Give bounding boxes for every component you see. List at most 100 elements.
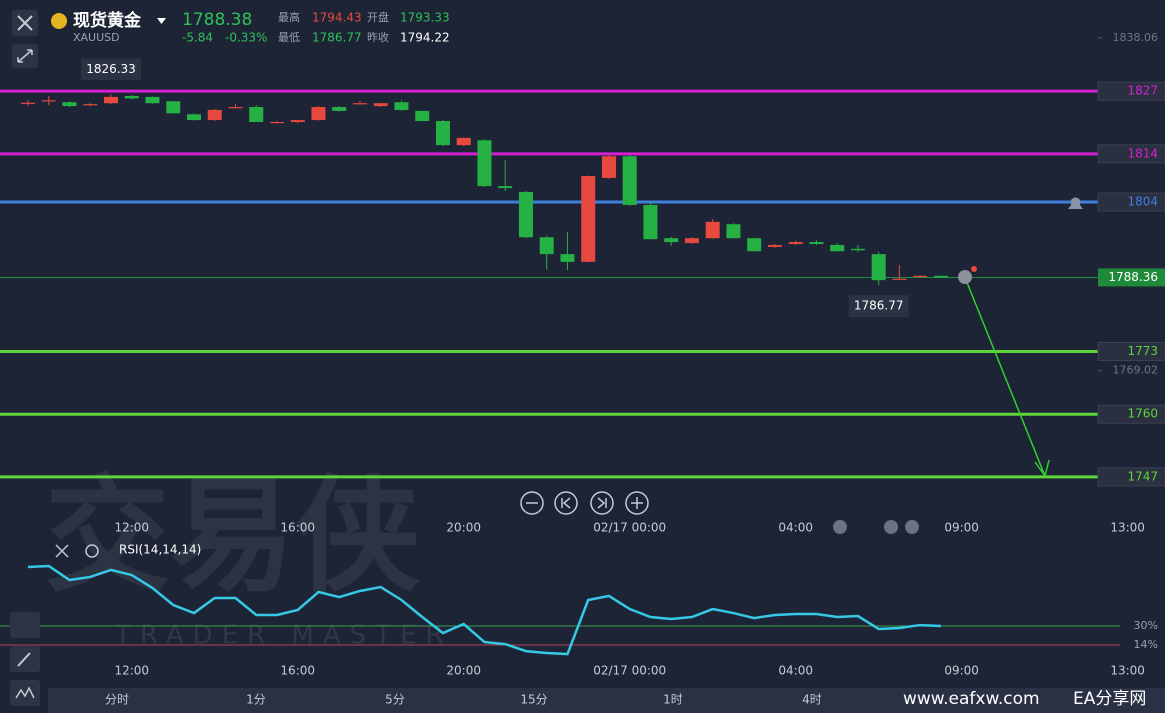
zoom-in-button[interactable] — [625, 491, 649, 515]
timeframe-tab[interactable]: 1分 — [246, 693, 266, 707]
level-label: 1804 — [1127, 195, 1158, 209]
change: -5.84 — [182, 31, 213, 45]
site-name: EA分享网 — [1073, 689, 1146, 709]
candle-body — [539, 237, 554, 255]
candle-body — [664, 238, 679, 243]
high-value: 1794.43 — [312, 11, 362, 25]
low-value: 1786.77 — [312, 31, 362, 45]
candle-body — [394, 102, 409, 110]
level-label-box — [1097, 81, 1165, 101]
price-chart: 1838.06 1769.02 12:00 16:00 20:00 02/17 00:00… — [0, 31, 1165, 535]
watermark-logo-en: TRADER MASTER — [114, 621, 453, 651]
candle-body — [643, 204, 658, 240]
y-tick-label: 14% — [1134, 638, 1158, 651]
candle-body — [830, 244, 845, 252]
prev-close-label: 昨收 — [367, 30, 389, 44]
candle-body — [871, 254, 886, 281]
x-tick-label: 20:00 — [446, 521, 481, 535]
low-label: 最低 — [278, 31, 300, 44]
candle-body — [332, 107, 347, 111]
candle-body — [311, 107, 326, 121]
candle-body — [373, 103, 388, 107]
site-url: www.eafxw.com — [903, 689, 1040, 709]
marker-dot[interactable] — [905, 520, 919, 534]
candle-body — [747, 238, 762, 252]
y-tick-label: 30% — [1134, 619, 1158, 632]
candle-body — [41, 100, 56, 102]
watermark-logo: 交易侠 — [45, 464, 421, 609]
timeframe-tab[interactable]: 5分 — [385, 693, 405, 707]
candle-body — [518, 191, 533, 238]
candle-body — [249, 107, 264, 122]
timeframe-tab[interactable]: 分时 — [105, 693, 129, 707]
forecast-arrow — [965, 279, 1050, 477]
last-price-label: 1788.36 — [1108, 270, 1158, 284]
x-tick-label: 09:00 — [944, 521, 979, 535]
high-callout-box — [81, 58, 142, 81]
instrument-name: 现货黄金 — [73, 10, 142, 31]
marker-dot[interactable] — [884, 520, 898, 534]
high-callout: 1826.33 — [86, 62, 136, 76]
scroll-start-button[interactable] — [554, 491, 578, 515]
candle-body — [269, 121, 284, 124]
dropdown-arrow[interactable] — [157, 18, 166, 24]
candle-body — [726, 224, 741, 239]
timeframe-tab[interactable]: 4时 — [802, 693, 822, 707]
candle-body — [498, 186, 513, 189]
indicator-icon — [15, 686, 35, 699]
x-tick-label: 13:00 — [1110, 521, 1145, 535]
level-label: 1814 — [1127, 146, 1158, 160]
candle-body — [788, 242, 803, 244]
x-tick-label: 09:00 — [944, 664, 979, 678]
zoom-in-icon — [631, 497, 643, 509]
tab-bar — [48, 688, 1165, 713]
last-price-box — [1098, 268, 1165, 287]
candle-body — [21, 102, 36, 104]
candle-body — [83, 104, 98, 106]
candle-body — [705, 221, 720, 239]
candle-body — [207, 109, 222, 121]
rsi-chart: 30% 14% 12:00 16:00 20:00 02/17 00:00 04:00 09:… — [0, 564, 1158, 678]
candle-body — [124, 95, 139, 99]
indicator-button[interactable] — [10, 680, 40, 706]
x-tick-label: 12:00 — [114, 664, 149, 678]
x-tick-label: 16:00 — [280, 664, 315, 678]
candle-body — [62, 102, 77, 107]
candle-body — [892, 278, 907, 280]
candle-body — [456, 137, 471, 146]
candle-body — [435, 121, 450, 146]
candle-body — [622, 156, 637, 205]
candle-body — [228, 107, 243, 109]
candle-body — [415, 110, 430, 122]
level-label-box — [1097, 192, 1165, 212]
candle-body — [684, 238, 699, 244]
timeframe-tab[interactable]: 1时 — [663, 693, 683, 707]
candle-body — [290, 120, 305, 122]
marker-dot[interactable] — [833, 520, 847, 534]
x-tick-label: 02/17 00:00 — [593, 664, 666, 678]
scroll-end-button[interactable] — [590, 491, 614, 515]
open-label: 开盘 — [367, 10, 389, 24]
bell-icon[interactable] — [1068, 197, 1083, 210]
symbol: XAUUSD — [73, 31, 120, 44]
change-pct: -0.33% — [225, 31, 267, 45]
x-tick-label: 04:00 — [778, 521, 813, 535]
rsi-settings[interactable] — [85, 544, 99, 558]
x-tick-label: 16:00 — [280, 521, 315, 535]
candle-body — [166, 101, 181, 114]
candle-body — [186, 114, 201, 121]
info-icon[interactable] — [958, 270, 972, 284]
timeframe-tab[interactable]: 15分 — [520, 693, 547, 707]
level-label: 1773 — [1127, 344, 1158, 358]
level-label: 1760 — [1127, 407, 1158, 421]
candle-body — [913, 275, 928, 278]
tool-button[interactable] — [10, 612, 40, 638]
zoom-out-button[interactable] — [520, 491, 544, 515]
low-callout: 1786.77 — [854, 299, 904, 313]
candle-body — [145, 96, 160, 104]
high-label: 最高 — [278, 10, 300, 24]
level-label-box — [1097, 467, 1165, 487]
rsi-close[interactable] — [55, 544, 69, 558]
low-callout-box — [848, 295, 909, 318]
